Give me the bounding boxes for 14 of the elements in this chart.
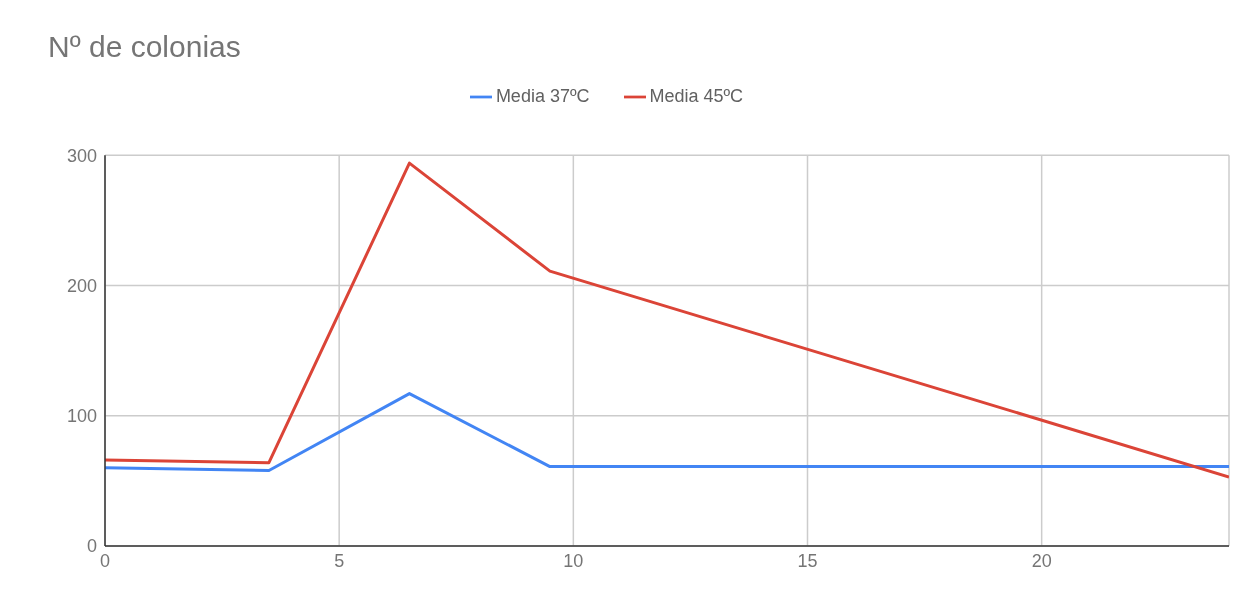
y-tick-label: 300: [66, 145, 97, 166]
y-tick-label: 0: [86, 536, 97, 557]
y-tick-label: 100: [66, 406, 97, 427]
y-tick-label: 200: [66, 275, 97, 296]
legend-label: Media 37ºC: [495, 86, 590, 106]
line-series: [105, 161, 1229, 479]
x-tick-label: 10: [563, 550, 584, 571]
chart-title: Nº de colonias: [48, 30, 241, 64]
x-tick-label: 20: [1031, 550, 1052, 571]
x-tick-label: 15: [797, 550, 818, 571]
x-tick-label: 5: [334, 550, 345, 571]
legend-label: Media 45ºC: [649, 86, 744, 106]
x-tick-label: 0: [99, 550, 111, 571]
line-series: [105, 392, 1229, 472]
